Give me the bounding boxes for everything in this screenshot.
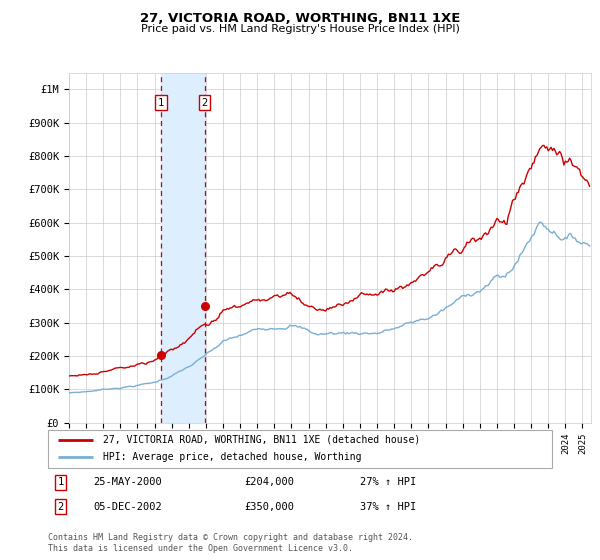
Text: 1: 1	[58, 477, 64, 487]
Text: 37% ↑ HPI: 37% ↑ HPI	[361, 502, 417, 512]
Text: Contains HM Land Registry data © Crown copyright and database right 2024.
This d: Contains HM Land Registry data © Crown c…	[48, 533, 413, 553]
Text: 27, VICTORIA ROAD, WORTHING, BN11 1XE: 27, VICTORIA ROAD, WORTHING, BN11 1XE	[140, 12, 460, 25]
Text: 2: 2	[202, 98, 208, 108]
Text: HPI: Average price, detached house, Worthing: HPI: Average price, detached house, Wort…	[103, 452, 362, 463]
Text: 1: 1	[158, 98, 164, 108]
Text: £350,000: £350,000	[245, 502, 295, 512]
Text: 05-DEC-2002: 05-DEC-2002	[94, 502, 162, 512]
Text: £204,000: £204,000	[245, 477, 295, 487]
Text: 27% ↑ HPI: 27% ↑ HPI	[361, 477, 417, 487]
Text: 25-MAY-2000: 25-MAY-2000	[94, 477, 162, 487]
Text: Price paid vs. HM Land Registry's House Price Index (HPI): Price paid vs. HM Land Registry's House …	[140, 24, 460, 34]
Bar	[161, 73, 205, 423]
Text: 27, VICTORIA ROAD, WORTHING, BN11 1XE (detached house): 27, VICTORIA ROAD, WORTHING, BN11 1XE (d…	[103, 435, 421, 445]
Text: 2: 2	[58, 502, 64, 512]
FancyBboxPatch shape	[48, 430, 552, 468]
